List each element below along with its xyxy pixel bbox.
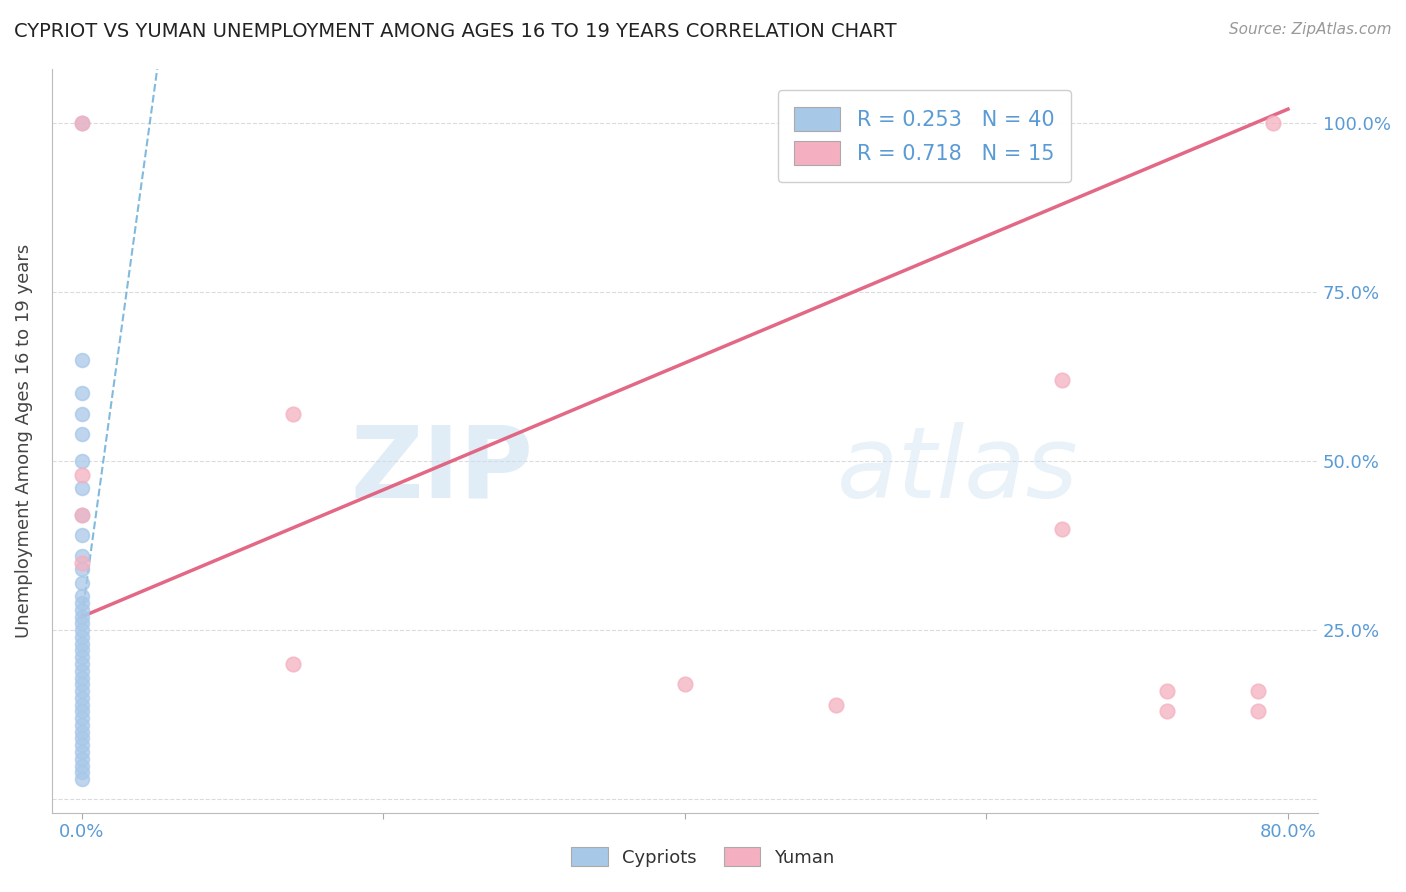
Point xyxy=(1261,116,1284,130)
Point xyxy=(70,705,93,719)
Point xyxy=(1050,373,1073,387)
Point xyxy=(70,386,93,401)
Point xyxy=(1247,684,1270,698)
Point xyxy=(70,407,93,421)
Point xyxy=(70,711,93,725)
Point xyxy=(70,677,93,691)
Text: CYPRIOT VS YUMAN UNEMPLOYMENT AMONG AGES 16 TO 19 YEARS CORRELATION CHART: CYPRIOT VS YUMAN UNEMPLOYMENT AMONG AGES… xyxy=(14,22,897,41)
Point xyxy=(70,528,93,542)
Legend: R = 0.253   N = 40, R = 0.718   N = 15: R = 0.253 N = 40, R = 0.718 N = 15 xyxy=(778,90,1071,182)
Point xyxy=(70,508,93,523)
Point xyxy=(70,752,93,766)
Point xyxy=(70,623,93,637)
Point xyxy=(1156,705,1178,719)
Point xyxy=(281,657,304,671)
Point xyxy=(673,677,696,691)
Point xyxy=(70,454,93,468)
Point xyxy=(70,657,93,671)
Point xyxy=(70,758,93,772)
Text: ZIP: ZIP xyxy=(350,422,533,519)
Point xyxy=(70,772,93,786)
Point xyxy=(70,609,93,624)
Point xyxy=(70,590,93,604)
Point xyxy=(70,690,93,705)
Legend: Cypriots, Yuman: Cypriots, Yuman xyxy=(564,840,842,874)
Point xyxy=(70,467,93,482)
Text: Source: ZipAtlas.com: Source: ZipAtlas.com xyxy=(1229,22,1392,37)
Point xyxy=(70,596,93,610)
Point xyxy=(1050,522,1073,536)
Point xyxy=(70,116,93,130)
Point xyxy=(70,603,93,617)
Point xyxy=(70,116,93,130)
Point xyxy=(281,407,304,421)
Point xyxy=(1247,705,1270,719)
Point xyxy=(70,718,93,732)
Point xyxy=(70,630,93,644)
Point xyxy=(70,724,93,739)
Point xyxy=(70,671,93,685)
Point xyxy=(70,698,93,712)
Point xyxy=(70,637,93,651)
Point xyxy=(70,738,93,752)
Point xyxy=(70,643,93,657)
Point xyxy=(70,352,93,367)
Point xyxy=(70,426,93,441)
Point xyxy=(824,698,846,712)
Point xyxy=(70,481,93,495)
Point xyxy=(70,745,93,759)
Point xyxy=(70,508,93,523)
Point xyxy=(70,684,93,698)
Point xyxy=(70,562,93,576)
Text: atlas: atlas xyxy=(837,422,1078,519)
Point xyxy=(70,731,93,746)
Point xyxy=(70,664,93,678)
Point xyxy=(70,765,93,780)
Point xyxy=(1156,684,1178,698)
Point xyxy=(70,616,93,631)
Y-axis label: Unemployment Among Ages 16 to 19 years: Unemployment Among Ages 16 to 19 years xyxy=(15,244,32,638)
Point xyxy=(70,575,93,590)
Point xyxy=(70,650,93,665)
Point xyxy=(70,549,93,563)
Point xyxy=(70,556,93,570)
